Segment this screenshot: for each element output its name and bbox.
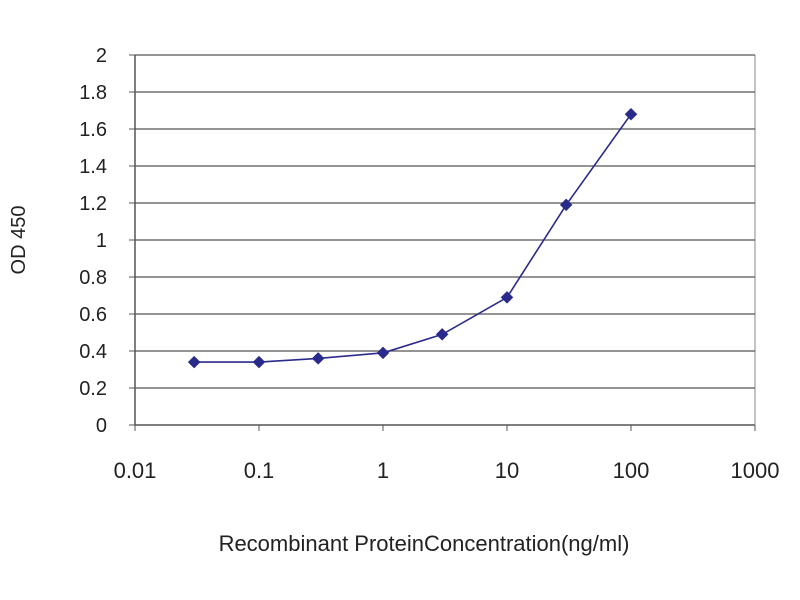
series-line [194, 113, 632, 363]
data-point-marker [435, 327, 449, 341]
x-tick-label: 0.01 [114, 458, 157, 483]
y-tick-label: 1.8 [79, 82, 107, 104]
y-tick-label: 0.4 [79, 341, 107, 363]
y-tick-label: 0 [96, 415, 107, 437]
y-tick-label: 1.4 [79, 156, 107, 178]
y-tick-label: 1 [96, 230, 107, 252]
x-tick-label: 0.1 [244, 458, 275, 483]
y-axis-label: OD 450 [8, 206, 30, 275]
y-tick-label: 0.2 [79, 378, 107, 400]
data-series [187, 107, 638, 369]
x-axis-ticks: 0.01 0.1 1 10 100 1000 [114, 425, 780, 483]
y-tick-label: 0.6 [79, 304, 107, 326]
gridlines [135, 54, 755, 389]
data-point-marker [559, 198, 573, 212]
x-axis-label: Recombinant ProteinConcentration(ng/ml) [219, 531, 630, 556]
data-point-marker [311, 352, 325, 365]
x-tick-label: 100 [613, 458, 650, 483]
x-tick-label: 1000 [731, 458, 780, 483]
x-tick-label: 1 [377, 458, 389, 483]
data-point-marker [624, 107, 638, 121]
y-tick-label: 2 [96, 45, 107, 67]
y-tick-label: 0.8 [79, 267, 107, 289]
y-axis-ticks: 0 0.2 0.4 0.6 0.8 1 1.2 1.4 1.6 1.8 2 [79, 45, 135, 437]
y-tick-label: 1.2 [79, 193, 107, 215]
data-point-marker [376, 346, 390, 360]
y-tick-label: 1.6 [79, 119, 107, 141]
data-point-marker [500, 290, 514, 304]
data-point-marker [187, 355, 201, 369]
data-point-marker [252, 355, 266, 369]
x-tick-label: 10 [495, 458, 519, 483]
